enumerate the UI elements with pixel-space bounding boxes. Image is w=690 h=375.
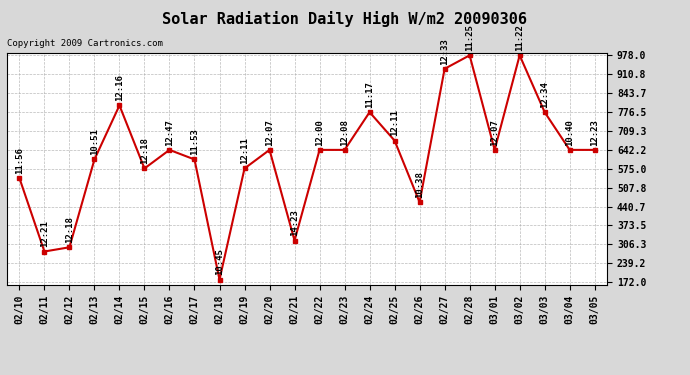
Text: 12:11: 12:11 [390, 110, 399, 136]
Text: 12:00: 12:00 [315, 119, 324, 146]
Text: 12:34: 12:34 [540, 81, 549, 108]
Text: Solar Radiation Daily High W/m2 20090306: Solar Radiation Daily High W/m2 20090306 [163, 11, 527, 27]
Text: Copyright 2009 Cartronics.com: Copyright 2009 Cartronics.com [7, 39, 163, 48]
Text: 12:21: 12:21 [40, 220, 49, 248]
Text: 12:11: 12:11 [240, 137, 249, 164]
Text: 12:33: 12:33 [440, 38, 449, 64]
Text: 11:17: 11:17 [365, 81, 374, 108]
Text: 12:18: 12:18 [140, 137, 149, 164]
Text: 11:56: 11:56 [15, 147, 24, 174]
Text: 10:45: 10:45 [215, 249, 224, 276]
Text: 12:08: 12:08 [340, 119, 349, 146]
Text: 12:16: 12:16 [115, 74, 124, 101]
Text: 12:18: 12:18 [65, 216, 74, 243]
Text: 12:07: 12:07 [265, 119, 274, 146]
Text: 10:51: 10:51 [90, 128, 99, 155]
Text: 10:38: 10:38 [415, 171, 424, 198]
Text: 11:53: 11:53 [190, 128, 199, 155]
Text: 12:23: 12:23 [590, 119, 599, 146]
Text: 11:22: 11:22 [515, 24, 524, 51]
Text: 14:23: 14:23 [290, 210, 299, 236]
Text: 12:47: 12:47 [165, 119, 174, 146]
Text: 12:07: 12:07 [490, 119, 499, 146]
Text: 11:25: 11:25 [465, 24, 474, 51]
Text: 10:40: 10:40 [565, 119, 574, 146]
